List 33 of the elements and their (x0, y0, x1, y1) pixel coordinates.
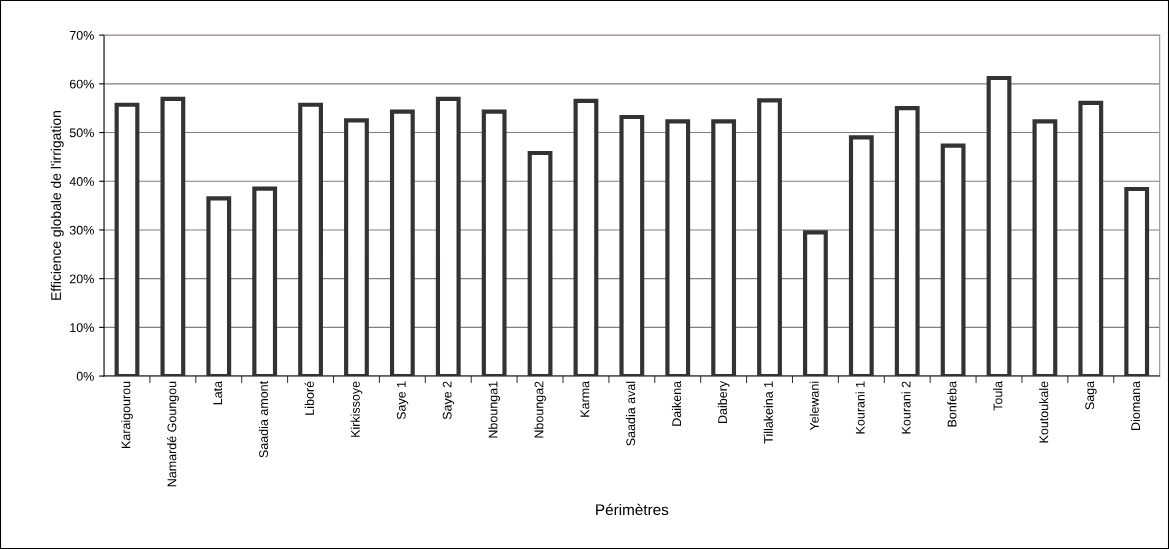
y-tick-label: 10% (70, 323, 94, 333)
x-tick-label: Kirkissoye (350, 381, 363, 437)
x-tick-label: Daibery (717, 380, 730, 423)
x-tick-label: Saye 1 (396, 381, 409, 420)
y-tick-label: 60% (69, 79, 94, 89)
x-tick-label: Saadia aval (626, 381, 636, 446)
x-tick-label: Bonfeba (947, 380, 957, 427)
x-tick-label: Toula (993, 380, 1003, 411)
y-tick-label: 50% (69, 128, 94, 138)
y-axis-title: Efficience globale de l'irrigation (50, 111, 64, 300)
x-tick-label: Saye 2 (442, 381, 455, 420)
x-tick-label: Namardé Goungou (166, 381, 179, 487)
y-tick-label: 30% (69, 225, 94, 235)
x-tick-label: Kourani 2 (901, 381, 911, 434)
y-tick-label: 0% (76, 371, 94, 381)
x-tick-label: Koutoukale (1039, 381, 1049, 443)
y-tick-label: 40% (69, 177, 94, 186)
x-tick-label: Karma (580, 380, 590, 417)
x-tick-label: Yelewani (809, 381, 819, 431)
x-tick-label: Saga (1085, 380, 1097, 410)
x-tick-label: Saadia amont (258, 381, 269, 458)
x-tick-label: Liboré (304, 381, 314, 415)
x-tick-label: Tillakeina 1 (763, 381, 773, 444)
x-tick-label: Daikena (671, 380, 682, 426)
y-tick-label: 70% (69, 30, 94, 40)
x-tick-label: Karaigourou (121, 381, 133, 448)
x-tick-label: Diomana (1130, 380, 1141, 430)
x-tick-label: Nbounga1 (488, 381, 500, 438)
y-tick-label: 20% (69, 274, 94, 284)
x-tick-label: Lata (213, 380, 223, 405)
x-axis-title: Périmètres (596, 503, 669, 516)
x-tick-label: Nbounga2 (534, 381, 546, 438)
x-tick-label: Kourani 1 (855, 381, 865, 434)
